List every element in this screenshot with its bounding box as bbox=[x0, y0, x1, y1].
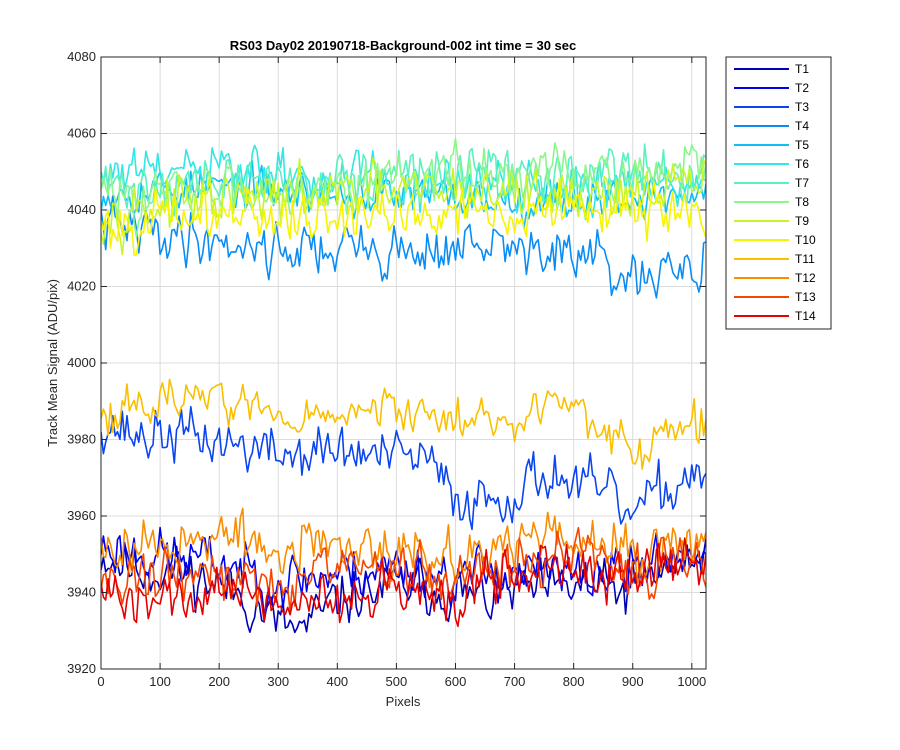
y-axis-label: Track Mean Signal (ADU/pix) bbox=[45, 279, 60, 447]
y-tick-label: 3920 bbox=[67, 661, 96, 676]
x-tick-label: 1000 bbox=[677, 674, 706, 689]
legend-label-t11: T11 bbox=[795, 252, 815, 266]
y-tick-label: 4060 bbox=[67, 126, 96, 141]
legend-label-t13: T13 bbox=[795, 290, 816, 304]
y-tick-label: 4020 bbox=[67, 279, 96, 294]
series-line-t9 bbox=[101, 157, 706, 256]
y-tick-label: 3940 bbox=[67, 585, 96, 600]
legend-label-t4: T4 bbox=[795, 119, 809, 133]
x-tick-label: 900 bbox=[622, 674, 644, 689]
legend: T1 T2 T3 T4 T5 T6 T7 T8 T9 T10 T11 T12 T13 T14 bbox=[725, 56, 832, 330]
x-tick-label: 0 bbox=[97, 674, 104, 689]
x-tick-label: 600 bbox=[445, 674, 467, 689]
legend-label-t9: T9 bbox=[795, 214, 809, 228]
legend-label-t3: T3 bbox=[795, 100, 809, 114]
y-tick-label: 3960 bbox=[67, 508, 96, 523]
x-tick-label: 500 bbox=[386, 674, 408, 689]
series-group bbox=[101, 137, 706, 634]
legend-label-t8: T8 bbox=[795, 195, 809, 209]
series-line-t11 bbox=[101, 378, 706, 470]
legend-label-t7: T7 bbox=[795, 176, 809, 190]
chart-title: RS03 Day02 20190718-Background-002 int t… bbox=[230, 38, 577, 53]
series-line-t12 bbox=[101, 507, 706, 589]
legend-label-t5: T5 bbox=[795, 138, 809, 152]
y-tick-label: 4000 bbox=[67, 355, 96, 370]
legend-label-t6: T6 bbox=[795, 157, 809, 171]
series-line-t3 bbox=[101, 405, 706, 531]
x-tick-label: 300 bbox=[267, 674, 289, 689]
series-line-t13 bbox=[101, 526, 706, 613]
legend-label-t10: T10 bbox=[795, 233, 816, 247]
x-tick-label: 700 bbox=[504, 674, 526, 689]
series-line-t4 bbox=[101, 195, 706, 299]
series-line-t10 bbox=[101, 177, 706, 256]
x-tick-label: 800 bbox=[563, 674, 585, 689]
legend-label-t2: T2 bbox=[795, 81, 809, 95]
y-tick-label: 3980 bbox=[67, 432, 96, 447]
x-tick-label: 100 bbox=[149, 674, 171, 689]
legend-box bbox=[725, 56, 832, 330]
x-tick-label: 200 bbox=[208, 674, 230, 689]
legend-label-t12: T12 bbox=[795, 271, 816, 285]
legend-label-t1: T1 bbox=[795, 62, 809, 76]
legend-label-t14: T14 bbox=[795, 309, 816, 323]
x-tick-label: 400 bbox=[326, 674, 348, 689]
ticks: 0 100 200 300 400 500 600 700 800 900 1000 3920 3940… bbox=[67, 49, 706, 689]
y-tick-label: 4040 bbox=[67, 202, 96, 217]
series-line-t14 bbox=[101, 537, 706, 628]
x-axis-label: Pixels bbox=[386, 694, 421, 709]
y-tick-label: 4080 bbox=[67, 49, 96, 64]
